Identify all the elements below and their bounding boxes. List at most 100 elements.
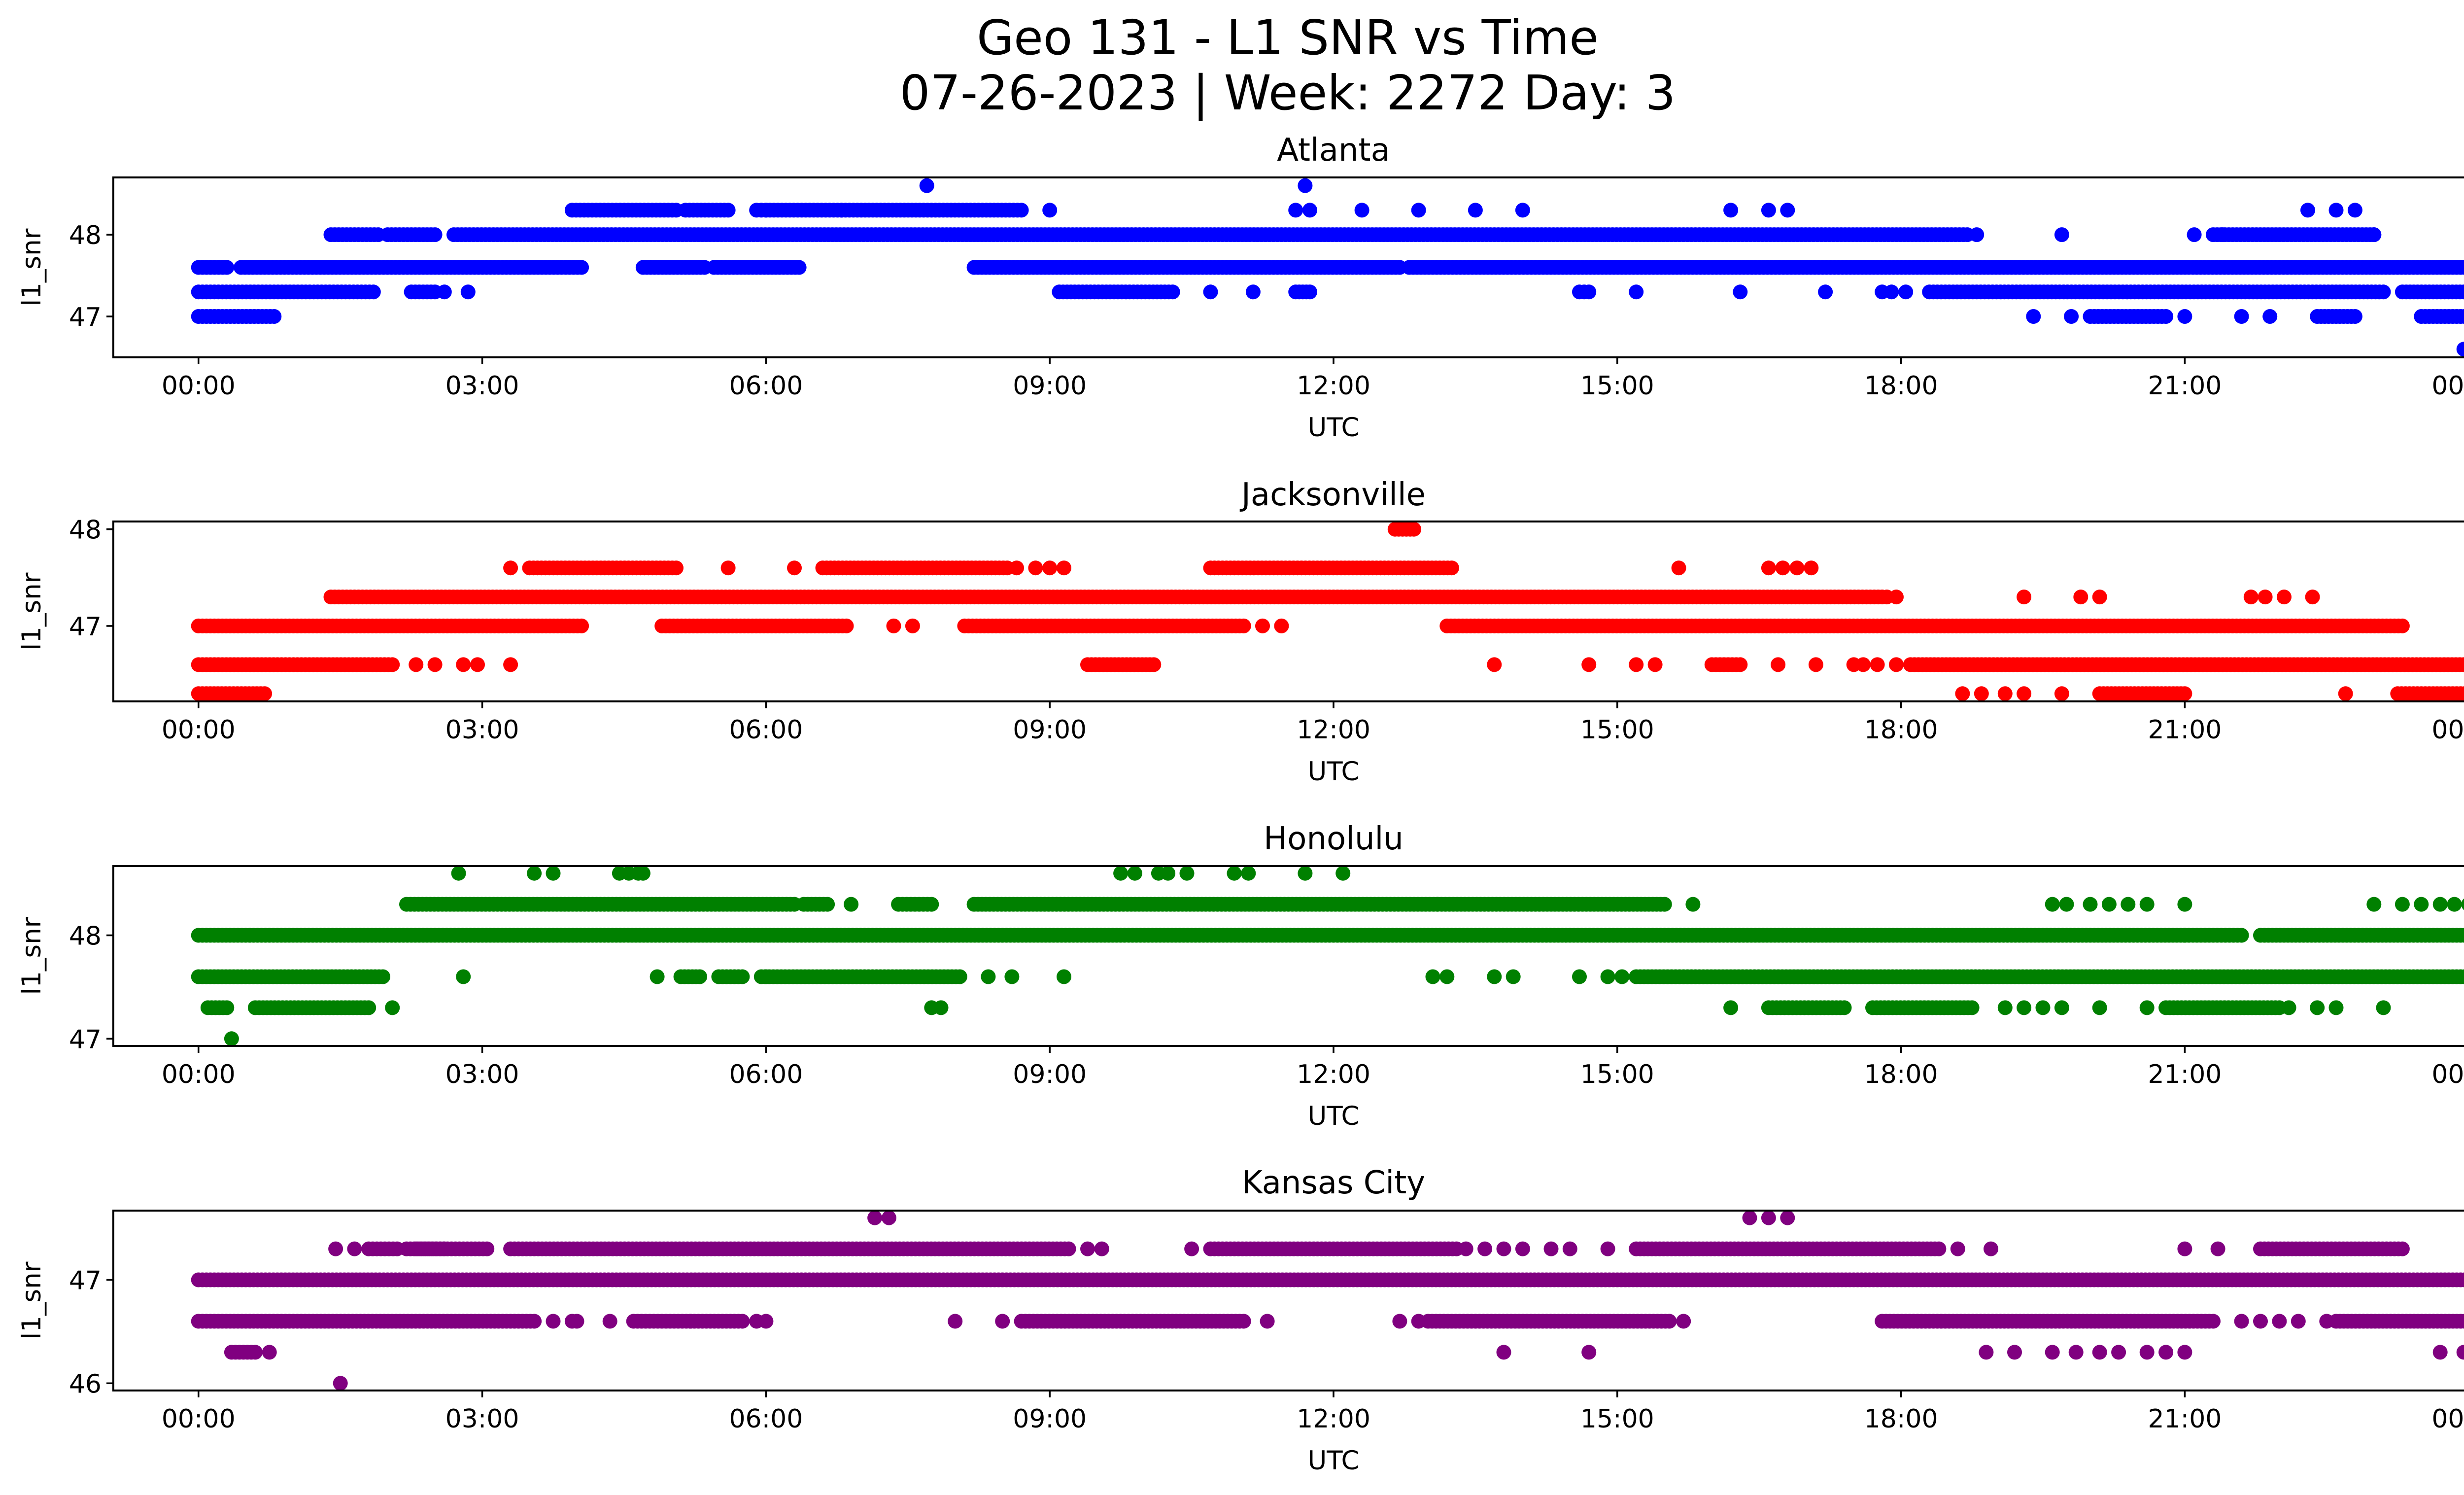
- data-point: [1515, 1241, 1530, 1256]
- data-point: [1572, 969, 1587, 984]
- figure-title-line1: Geo 131 - L1 SNR vs Time: [977, 10, 1599, 66]
- data-point: [2456, 284, 2464, 300]
- data-point: [1974, 686, 1989, 701]
- point-run: [2177, 928, 2249, 943]
- data-point: [758, 969, 774, 984]
- data-point: [1184, 1241, 1199, 1256]
- data-point: [2092, 1000, 2107, 1015]
- point-run: [404, 284, 443, 300]
- data-point: [2059, 897, 2074, 912]
- data-point: [2035, 1000, 2051, 1015]
- data-point: [952, 969, 967, 984]
- x-axis-label: UTC: [1307, 1101, 1359, 1131]
- data-point: [1884, 284, 1899, 300]
- data-point: [1477, 1241, 1493, 1256]
- data-point: [347, 1241, 362, 1256]
- x-tick-label: 03:00: [445, 371, 519, 401]
- data-point: [1898, 284, 1914, 300]
- point-run: [399, 897, 802, 912]
- data-point: [1298, 178, 1313, 193]
- data-point: [2310, 1000, 2325, 1015]
- point-run: [1387, 522, 1422, 537]
- x-tick-label: 00:00: [2431, 715, 2464, 745]
- data-point: [2177, 686, 2192, 701]
- point-run: [711, 969, 750, 984]
- data-point: [2395, 1241, 2410, 1256]
- data-point: [1506, 969, 1521, 984]
- data-point: [456, 969, 471, 984]
- data-point: [1629, 284, 1644, 300]
- data-point: [2064, 309, 2079, 324]
- snr-level-4: [191, 260, 2464, 275]
- data-point: [1789, 560, 1805, 576]
- data-point: [1969, 227, 1985, 243]
- point-run: [1288, 284, 1317, 300]
- data-point: [1127, 866, 1142, 881]
- data-point: [905, 618, 920, 633]
- data-point: [1487, 969, 1502, 984]
- data-point: [933, 1000, 949, 1015]
- data-point: [1761, 560, 1776, 576]
- data-point: [2395, 618, 2410, 633]
- data-point: [1004, 969, 1020, 984]
- snr-level-0: [1387, 522, 1422, 537]
- point-run: [191, 1272, 2464, 1287]
- point-run: [1865, 1000, 1980, 1015]
- atlanta-panel: Atlanta 00:00 03:00 06:00 09:00 12:00 15:00 18…: [17, 132, 2464, 443]
- data-point: [2177, 897, 2192, 912]
- x-tick-label: 03:00: [445, 715, 519, 745]
- data-point: [2328, 1000, 2344, 1015]
- snr-level-3: [2206, 227, 2382, 243]
- data-point: [1855, 657, 1871, 672]
- data-point: [1657, 897, 1672, 912]
- data-point: [981, 969, 996, 984]
- data-point: [527, 866, 542, 881]
- data-point: [2054, 227, 2069, 243]
- point-run: [1629, 1241, 1947, 1256]
- data-point: [1042, 203, 1058, 218]
- point-run: [2253, 928, 2464, 943]
- data-point: [820, 897, 835, 912]
- jacksonville-panel: Jacksonville 00:00 03:00 06:00 09:00 12:00 15…: [17, 477, 2464, 787]
- data-point: [1009, 560, 1024, 576]
- point-run: [1572, 284, 1597, 300]
- data-point: [1298, 866, 1313, 881]
- x-tick-label: 18:00: [1864, 715, 1938, 745]
- point-run: [191, 928, 2192, 943]
- y-tick-label: 47: [69, 612, 102, 642]
- data-point: [720, 203, 736, 218]
- data-point: [1227, 866, 1242, 881]
- data-point: [366, 284, 381, 300]
- snr-level-5: [224, 1031, 239, 1046]
- data-point: [574, 618, 589, 633]
- panel-title: Honolulu: [1264, 821, 1403, 857]
- point-run: [2390, 686, 2464, 701]
- data-point: [2210, 1241, 2225, 1256]
- point-run: [1402, 260, 2464, 275]
- data-point: [650, 969, 665, 984]
- x-tick-label: 18:00: [1864, 371, 1938, 401]
- data-point: [361, 1000, 376, 1015]
- data-point: [2101, 897, 2117, 912]
- data-point: [1406, 522, 1422, 537]
- snr-level-1: [503, 560, 1819, 576]
- data-point: [1997, 686, 2013, 701]
- data-point: [1742, 1210, 1757, 1225]
- data-point: [2017, 590, 2032, 605]
- point-run: [446, 227, 1975, 243]
- data-point: [2395, 897, 2410, 912]
- data-point: [2121, 897, 2136, 912]
- data-point: [257, 686, 273, 701]
- point-run: [409, 1241, 495, 1256]
- point-run: [564, 203, 684, 218]
- data-point: [2234, 928, 2249, 943]
- x-tick-label: 00:00: [162, 715, 236, 745]
- data-point: [479, 1241, 495, 1256]
- data-point: [1288, 203, 1303, 218]
- x-tick-label: 06:00: [729, 371, 803, 401]
- point-run: [191, 309, 282, 324]
- data-point: [1245, 284, 1261, 300]
- data-points: [191, 178, 2464, 357]
